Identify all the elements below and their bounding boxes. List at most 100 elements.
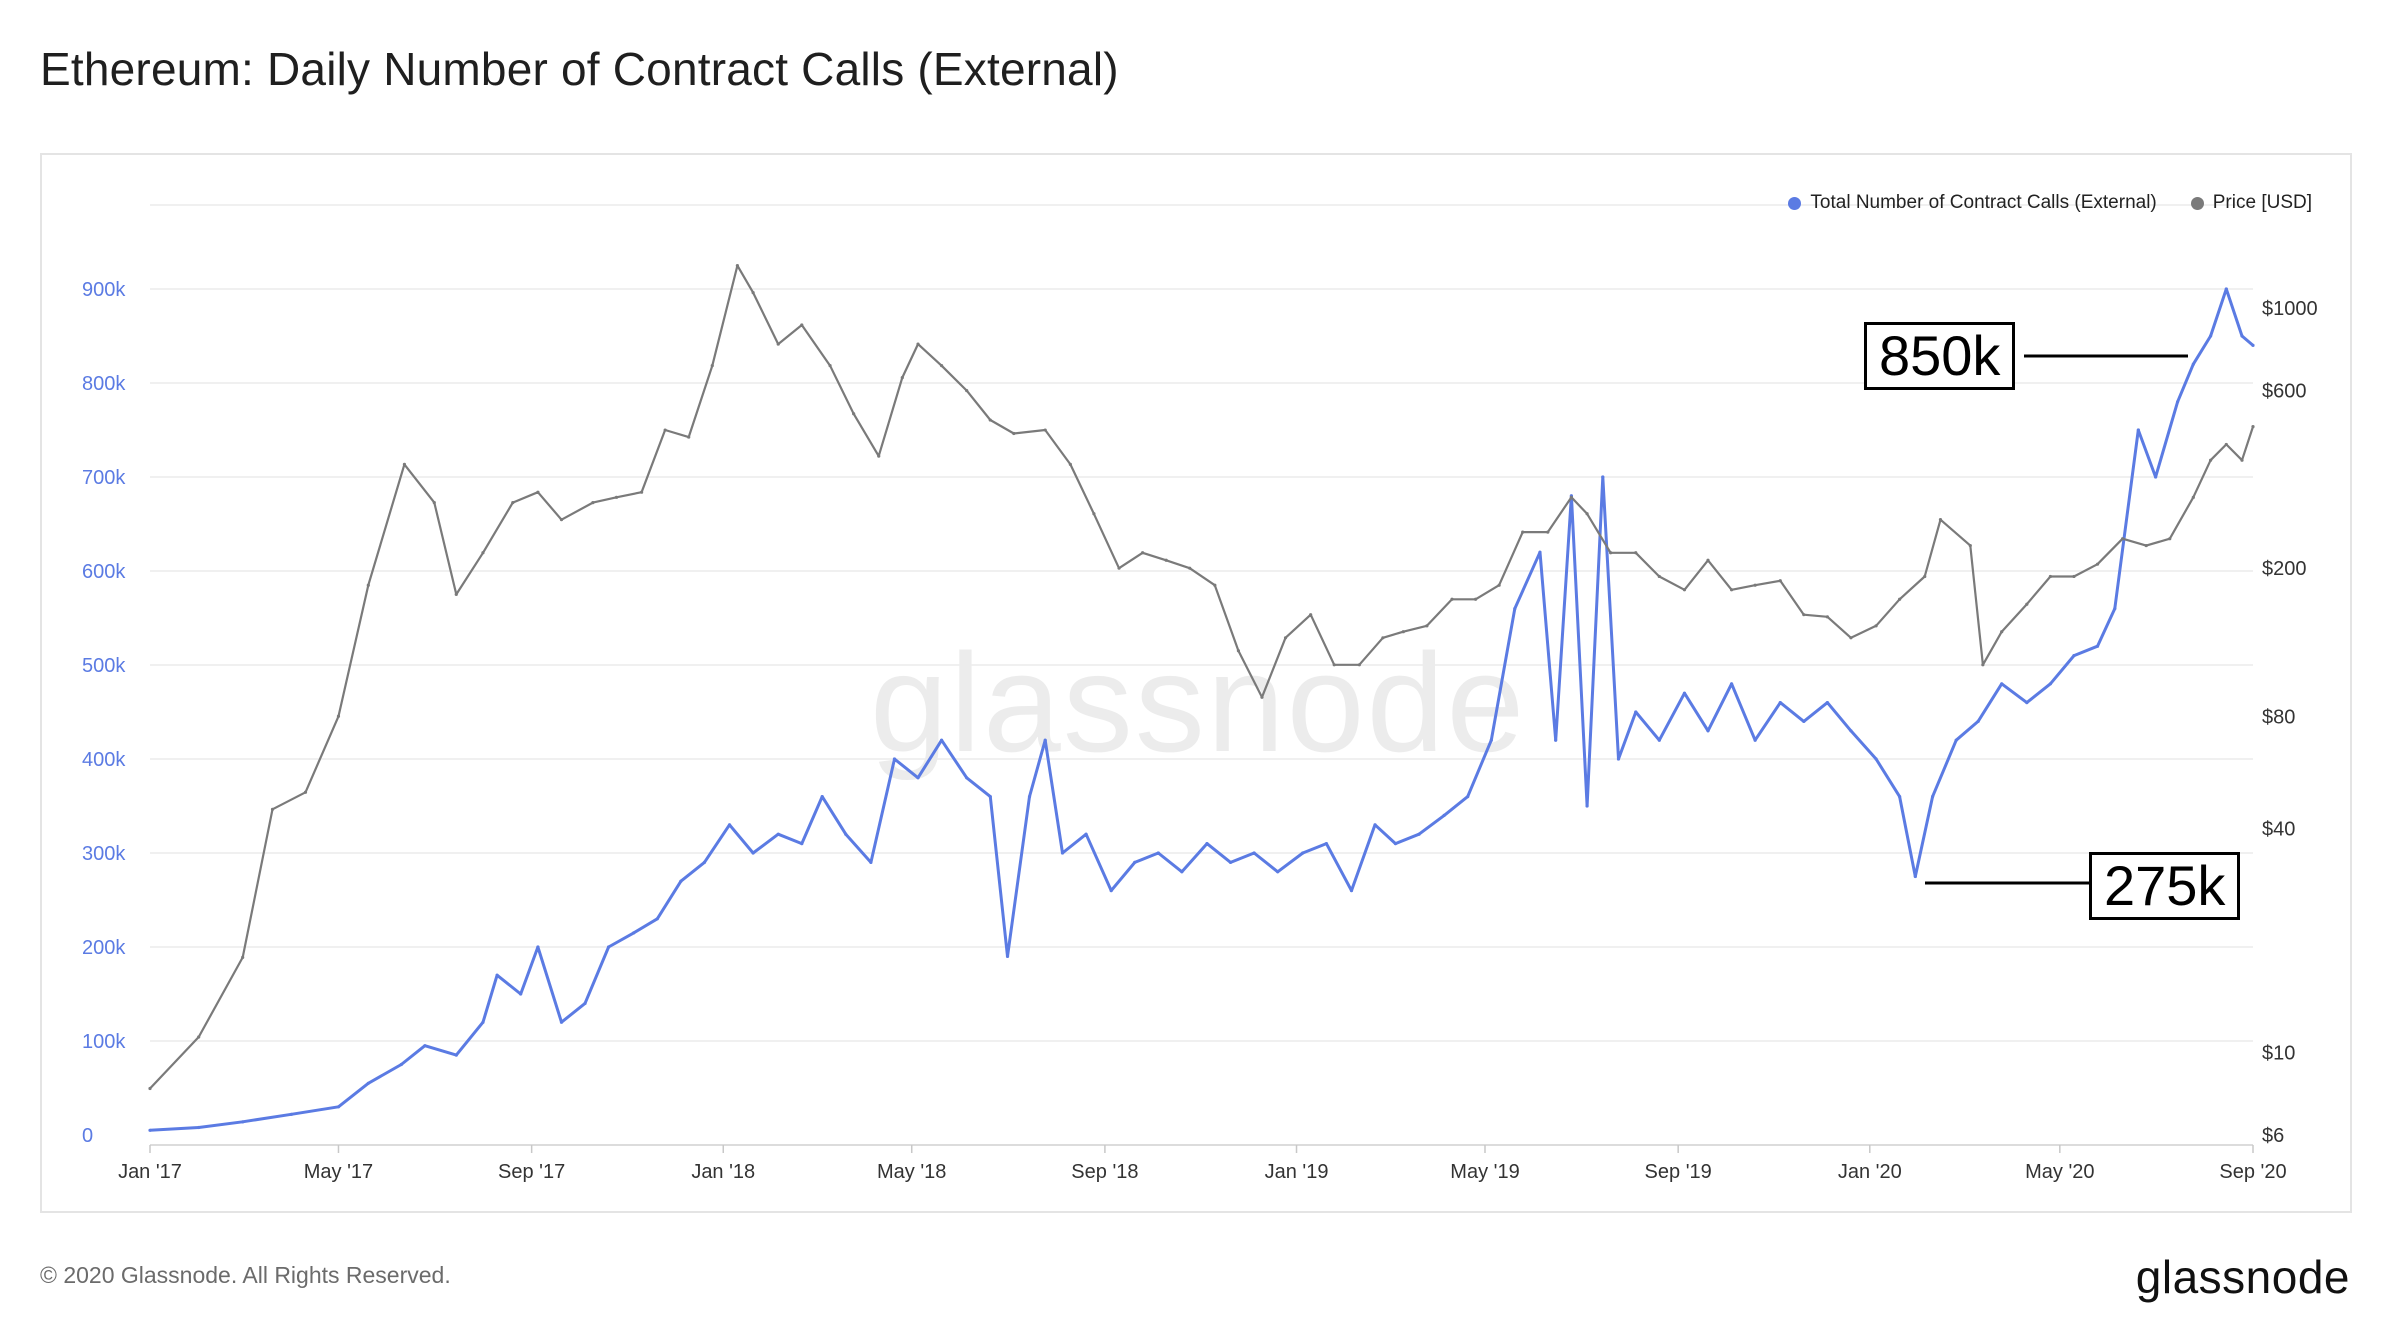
price-point — [2025, 602, 2029, 606]
contract-calls-point — [869, 860, 873, 865]
contract-calls-point — [1729, 682, 1734, 686]
grid-lines — [150, 204, 2253, 1146]
contract-calls-point — [1489, 738, 1493, 742]
contract-calls-point — [1417, 832, 1421, 836]
contract-calls-point — [916, 776, 920, 780]
price-point — [454, 592, 458, 597]
legend-item-contract-calls[interactable]: Total Number of Contract Calls (External… — [1788, 192, 2157, 214]
price-point — [2121, 537, 2125, 541]
price-point — [1729, 588, 1734, 592]
price-point — [776, 342, 780, 346]
price-point — [614, 495, 619, 499]
price-point — [687, 435, 691, 439]
price-point — [1283, 636, 1288, 640]
price-point — [1825, 615, 1829, 619]
x-tick-label: May '20 — [2025, 1161, 2094, 1183]
price-point — [663, 428, 667, 432]
contract-calls-point — [495, 973, 499, 977]
left-tick-label: 300k — [82, 843, 126, 865]
contract-calls-point — [1180, 870, 1184, 874]
callout-275k: 275k — [2089, 852, 2241, 920]
contract-calls-point — [366, 1081, 370, 1085]
price-point — [2095, 562, 2100, 566]
price-point — [1923, 574, 1927, 579]
contract-calls-point — [800, 842, 804, 846]
contract-calls-point — [1027, 795, 1032, 799]
contract-calls-point — [559, 1020, 564, 1024]
price-point — [852, 412, 856, 416]
price-point — [735, 263, 739, 268]
contract-calls-point — [583, 1001, 587, 1006]
price-point — [1521, 530, 1525, 534]
x-tick-label: Sep '18 — [1071, 1161, 1138, 1183]
contract-calls-point — [423, 1044, 427, 1048]
right-tick-label: $600 — [2262, 381, 2307, 403]
price-point — [900, 376, 904, 380]
price-point — [303, 790, 308, 794]
legend-label-price: Price [USD] — [2212, 192, 2312, 213]
contract-calls-point — [1084, 832, 1088, 836]
price-point — [1706, 558, 1710, 562]
price-point — [1141, 551, 1145, 555]
contract-calls-point — [1373, 823, 1377, 827]
right-tick-label: $1000 — [2262, 298, 2318, 320]
price-point — [402, 462, 407, 467]
contract-calls-point — [241, 1120, 245, 1124]
price-point — [197, 1035, 201, 1039]
right-tick-label: $6 — [2262, 1125, 2284, 1147]
price-point — [1068, 462, 1072, 467]
left-tick-label: 200k — [82, 937, 126, 959]
price-point — [751, 290, 755, 295]
contract-calls-point — [1706, 729, 1710, 733]
x-tick-label: May '19 — [1450, 1161, 1519, 1183]
price-point — [2000, 630, 2004, 634]
right-tick-label: $40 — [2262, 818, 2295, 840]
price-point — [1585, 512, 1589, 516]
contract-calls-point — [1634, 710, 1638, 714]
contract-calls-point — [844, 832, 848, 836]
price-point — [1043, 428, 1047, 432]
left-tick-label: 700k — [82, 467, 126, 489]
contract-calls-point — [2048, 682, 2052, 686]
x-tick-label: Jan '19 — [1265, 1161, 1329, 1183]
price-point — [1381, 636, 1385, 640]
contract-calls-point — [1778, 701, 1782, 705]
contract-calls-point — [1324, 842, 1328, 846]
legend-item-price[interactable]: Price [USD] — [2190, 192, 2312, 214]
contract-calls-point — [1682, 691, 1687, 695]
right-tick-label: $10 — [2262, 1042, 2295, 1064]
price-point — [1609, 551, 1613, 555]
glassnode-logo: glassnode — [2135, 1251, 2350, 1303]
contract-calls-point — [776, 832, 780, 836]
left-tick-label: 100k — [82, 1031, 126, 1053]
contract-calls-point — [454, 1053, 458, 1057]
copyright-footer: © 2020 Glassnode. All Rights Reserved. — [40, 1262, 451, 1288]
legend-dot-price — [2190, 196, 2204, 210]
price-point — [1546, 530, 1550, 534]
contract-calls-point — [1657, 738, 1661, 742]
price-point — [1981, 663, 1985, 667]
price-point — [1802, 613, 1806, 617]
contract-calls-point — [1393, 842, 1398, 846]
x-tick-label: May '18 — [877, 1161, 946, 1183]
price-point — [2251, 425, 2255, 429]
chart-panel — [40, 153, 2352, 1213]
contract-calls-point — [2136, 428, 2140, 432]
contract-calls-point — [1802, 719, 1806, 724]
contract-calls-point — [2208, 334, 2213, 338]
right-axis: $6 $10 $40 $80 $200 $600 $1000 — [2262, 298, 2318, 1147]
contract-calls-point — [1931, 795, 1935, 799]
contract-calls-point — [1156, 851, 1160, 855]
left-tick-label: 900k — [82, 279, 126, 301]
contract-calls-point — [988, 795, 992, 799]
left-tick-label: 400k — [82, 749, 126, 771]
price-point — [1164, 558, 1168, 562]
price-point — [1236, 649, 1241, 653]
contract-calls-point — [1874, 757, 1878, 761]
watermark: glassnode — [870, 624, 1527, 781]
price-point — [2168, 537, 2172, 541]
price-point — [710, 364, 714, 368]
right-tick-label: $80 — [2262, 706, 2295, 728]
contract-calls-point — [519, 992, 523, 996]
price-point — [1682, 588, 1687, 592]
